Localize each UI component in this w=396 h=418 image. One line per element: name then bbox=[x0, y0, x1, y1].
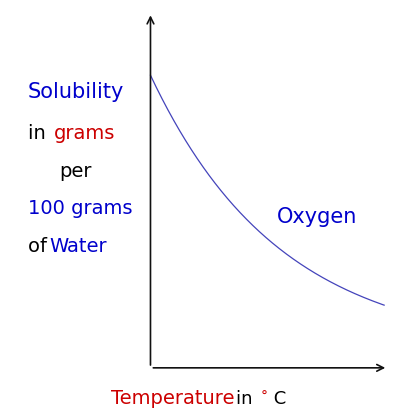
Text: C: C bbox=[268, 390, 286, 408]
Text: in: in bbox=[28, 124, 52, 143]
Text: Temperature: Temperature bbox=[111, 389, 234, 408]
Text: Solubility: Solubility bbox=[28, 82, 124, 102]
Text: of: of bbox=[28, 237, 53, 256]
Text: in: in bbox=[236, 390, 258, 408]
Text: Oxygen: Oxygen bbox=[277, 207, 358, 227]
Text: Water: Water bbox=[50, 237, 107, 256]
Text: 100 grams: 100 grams bbox=[28, 199, 132, 219]
Text: grams: grams bbox=[53, 124, 115, 143]
Text: °: ° bbox=[260, 390, 267, 403]
Text: per: per bbox=[59, 162, 92, 181]
